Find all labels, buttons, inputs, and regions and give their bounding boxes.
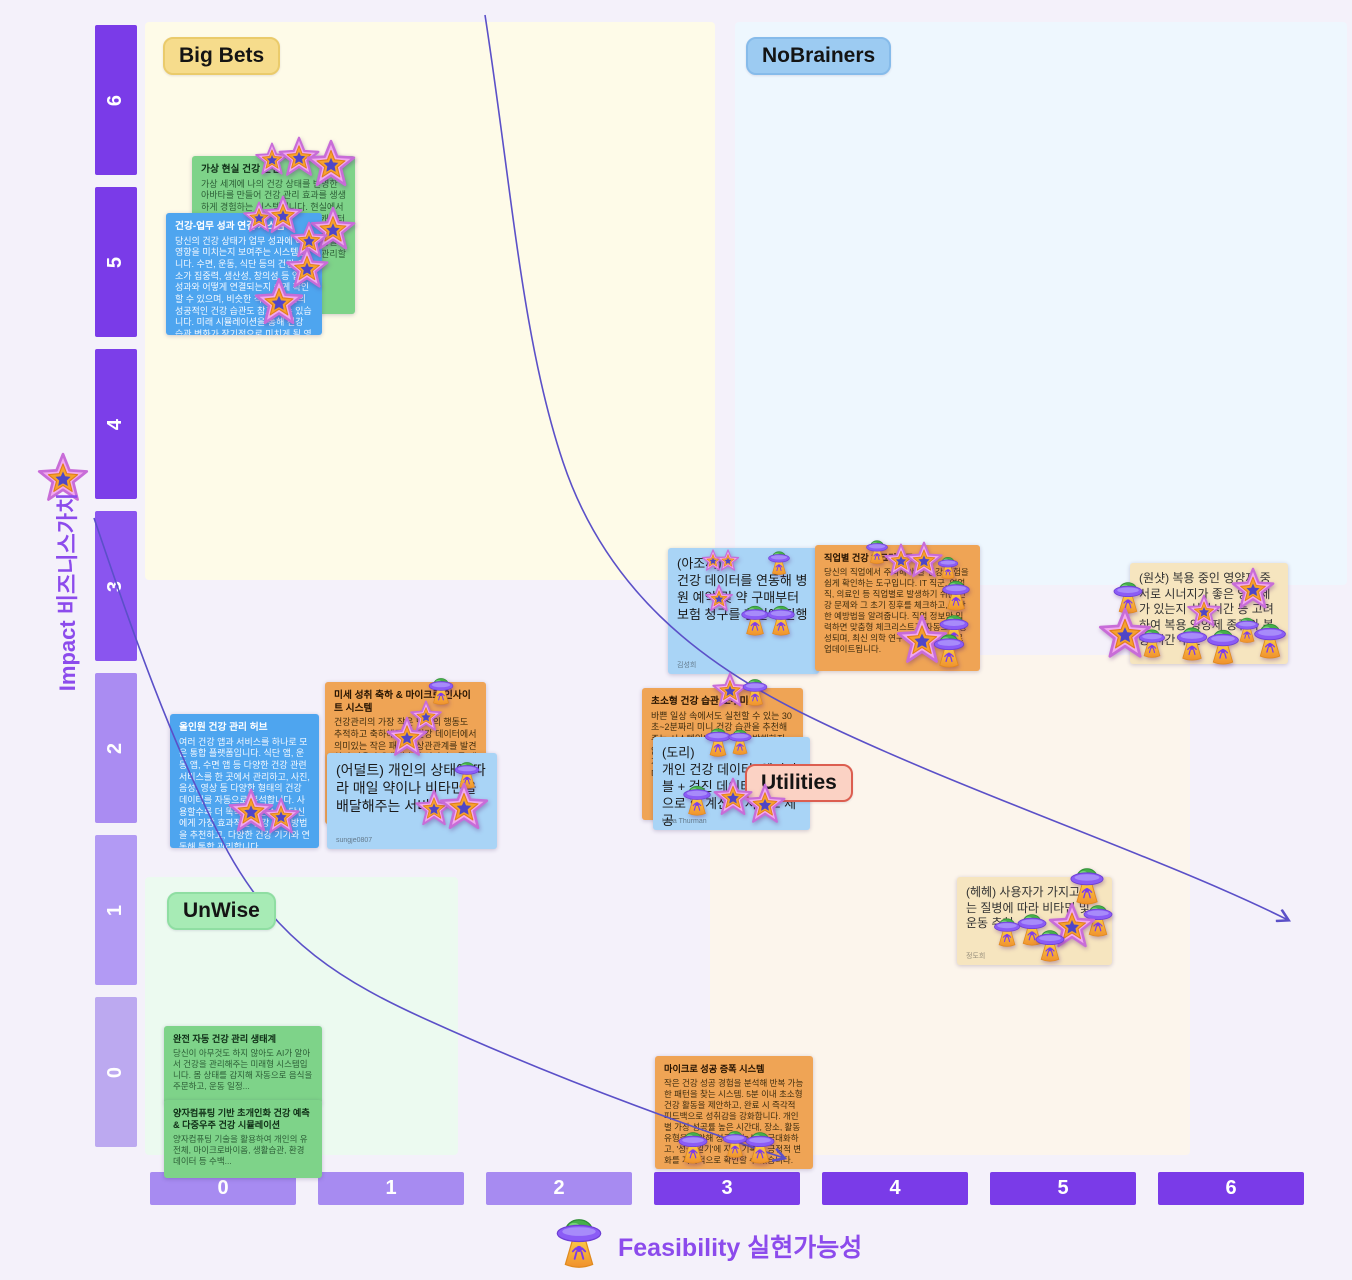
quadrant-zone-no-brainers bbox=[735, 22, 1347, 585]
y-axis-segment-6: 6 bbox=[95, 25, 137, 175]
ufo-sticker[interactable] bbox=[989, 912, 1025, 948]
star-sticker[interactable] bbox=[743, 783, 787, 827]
y-axis-segment-0: 0 bbox=[95, 997, 137, 1147]
star-sticker[interactable] bbox=[385, 716, 429, 760]
note-author: sungje0807 bbox=[336, 836, 373, 844]
ufo-sticker[interactable] bbox=[762, 599, 800, 637]
quadrant-label-no-brainers[interactable]: NoBrainers bbox=[746, 37, 892, 76]
ufo-sticker[interactable] bbox=[1248, 616, 1292, 660]
note-author: 김성희 bbox=[677, 661, 697, 669]
star-sticker[interactable] bbox=[261, 797, 301, 837]
quadrant-label-unwise[interactable]: UnWise bbox=[167, 892, 276, 931]
x-axis-segment-2: 2 bbox=[486, 1172, 632, 1205]
x-axis-segment-1: 1 bbox=[318, 1172, 464, 1205]
ufo-sticker[interactable] bbox=[738, 673, 772, 707]
y-tick-label: 5 bbox=[104, 256, 127, 268]
x-axis-segment-3: 3 bbox=[654, 1172, 800, 1205]
star-sticker[interactable] bbox=[253, 277, 305, 329]
x-axis-segment-5: 5 bbox=[990, 1172, 1136, 1205]
y-axis-segment-3: 3 bbox=[95, 511, 137, 661]
star-sticker[interactable] bbox=[1230, 567, 1276, 613]
y-axis-segment-1: 1 bbox=[95, 835, 137, 985]
x-axis-title: Feasibility 실현가능성 bbox=[618, 1234, 863, 1262]
note-author: 정도희 bbox=[966, 952, 986, 960]
note-title: 마이크로 성공 증폭 시스템 bbox=[664, 1064, 765, 1074]
y-tick-label: 4 bbox=[104, 418, 127, 430]
note-body: 당신이 아무것도 하지 않아도 AI가 알아서 건강을 관리해주는 미래형 시스… bbox=[173, 1047, 313, 1092]
ufo-sticker[interactable] bbox=[678, 779, 716, 817]
star-sticker[interactable] bbox=[716, 549, 740, 573]
x-axis-segment-4: 4 bbox=[822, 1172, 968, 1205]
y-tick-label: 0 bbox=[104, 1066, 127, 1078]
y-tick-label: 2 bbox=[104, 742, 127, 754]
note-title: 양자컴퓨팅 기반 초개인화 건강 예측 & 다중우주 건강 시뮬레이션 bbox=[173, 1108, 310, 1130]
ufo-sticker[interactable] bbox=[764, 546, 794, 576]
ufo-sticker[interactable] bbox=[740, 1125, 780, 1165]
star-sticker[interactable] bbox=[438, 782, 490, 834]
y-axis: 6 5 4 3 2 1 0 bbox=[95, 25, 137, 1147]
ufo-sticker[interactable] bbox=[724, 724, 756, 756]
star-sticker[interactable] bbox=[704, 584, 734, 614]
ufo-sticker[interactable] bbox=[1030, 923, 1070, 963]
y-axis-title: Impact 비즈니스가치 bbox=[55, 492, 80, 692]
y-tick-label: 6 bbox=[104, 94, 127, 106]
y-axis-segment-2: 2 bbox=[95, 673, 137, 823]
ufo-sticker[interactable] bbox=[937, 574, 975, 612]
star-sticker[interactable] bbox=[305, 139, 357, 191]
y-axis-segment-5: 5 bbox=[95, 187, 137, 337]
note-title: 완전 자동 건강 관리 생태계 bbox=[173, 1034, 277, 1044]
note-author: Uma Thurman bbox=[662, 817, 707, 825]
x-axis-segment-6: 6 bbox=[1158, 1172, 1304, 1205]
note-title: 건강-업무 성과 연결 시스템 bbox=[175, 221, 285, 232]
ufo-sticker[interactable] bbox=[1134, 623, 1170, 659]
y-tick-label: 1 bbox=[104, 904, 127, 916]
quadrant-label-big-bets[interactable]: Big Bets bbox=[163, 37, 281, 76]
y-axis-segment-4: 4 bbox=[95, 349, 137, 499]
note-body: 양자컴퓨팅 기술을 활용하여 개인의 유전체, 마이크로바이옴, 생활습관, 환… bbox=[173, 1133, 308, 1166]
ufo-sticker[interactable] bbox=[928, 627, 970, 669]
ufo-sticker[interactable] bbox=[673, 1125, 713, 1165]
note-title: 올인원 건강 관리 허브 bbox=[179, 722, 268, 733]
y-tick-label: 3 bbox=[104, 580, 127, 592]
note-title: 가상 현실 건강 분신 bbox=[201, 164, 281, 175]
feasibility-ufo-icon bbox=[548, 1208, 610, 1270]
